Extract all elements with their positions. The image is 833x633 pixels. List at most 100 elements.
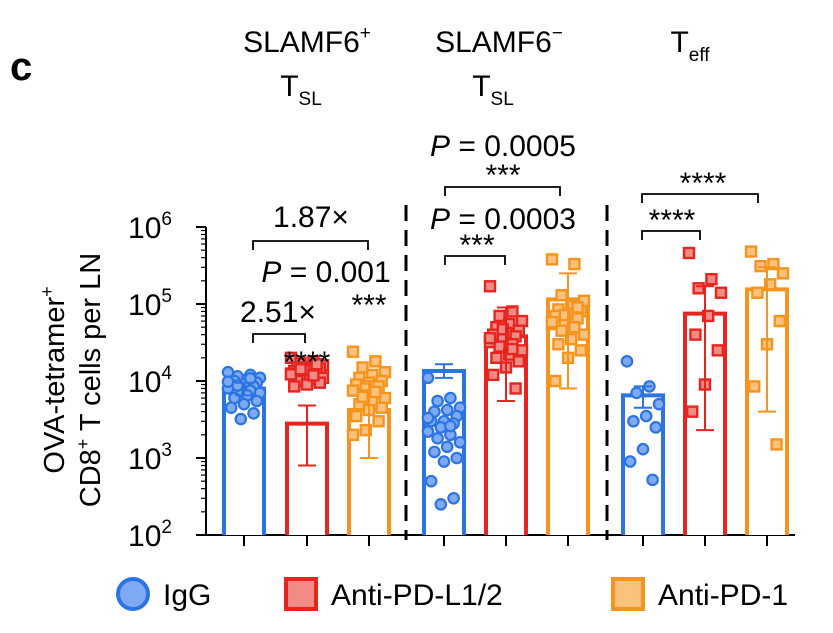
y-axis-ticks: 102 103 104 105 106 [128, 209, 206, 553]
point-antipd1-g1 [577, 328, 591, 341]
point-antipd1-g2 [767, 257, 780, 271]
point-antipd1-g0 [346, 428, 360, 442]
point-igg-g1 [421, 371, 435, 385]
point-igg-g2 [646, 473, 659, 487]
point-igg-g1 [428, 445, 441, 459]
point-antipdl12-g1 [506, 342, 519, 356]
bracket-g2-igg-pdl1 [444, 255, 506, 265]
group-header-0-line2: TSL [280, 70, 322, 110]
annotation-g2-pval-top: P = 0.0005 [430, 130, 576, 163]
point-antipdl12-g1 [493, 309, 506, 323]
point-antipdl12-g2 [689, 328, 702, 341]
y-tick-label-0: 102 [128, 517, 172, 553]
bracket-g1-igg-pd1 [252, 240, 369, 250]
annotations: 1.87× P = 0.001 *** 2.51× **** P = 0.000… [240, 130, 727, 379]
point-antipd1-g1 [555, 324, 568, 337]
bracket-g3-igg-pdl1 [641, 230, 701, 240]
point-igg-g2 [630, 386, 643, 400]
point-antipd1-g2 [754, 259, 767, 273]
y-axis-label: OVA-tetramer+ CD8+ T cells per LN [37, 253, 107, 507]
panel-label: c [10, 45, 32, 89]
bracket-g1-igg-pdl1 [252, 333, 306, 343]
point-antipd1-g1 [565, 332, 578, 346]
point-antipd1-g2 [751, 286, 764, 299]
point-antipdl12-g2 [682, 246, 696, 260]
point-igg-g1 [440, 403, 454, 417]
legend-label-2: Anti-PD-1 [658, 579, 788, 612]
point-igg-g2 [639, 409, 653, 423]
y-tick-label-3: 105 [128, 286, 172, 322]
point-antipd1-g2 [744, 245, 758, 258]
group-header-1-line2: TSL [472, 70, 514, 110]
data-points [221, 245, 790, 511]
point-antipdl12-g1 [506, 305, 519, 318]
group-headers: SLAMF6+ TSL SLAMF6− TSL Teff [243, 23, 710, 110]
annotation-g2-stars-low: *** [459, 229, 494, 262]
point-antipdl12-g0 [313, 376, 326, 389]
annotation-g3-stars-low: **** [649, 204, 696, 237]
significance-brackets [252, 186, 759, 343]
point-igg-g0 [247, 407, 260, 420]
group-header-0-line1: SLAMF6+ [243, 23, 371, 59]
point-antipdl12-g1 [483, 331, 497, 345]
point-igg-g1 [434, 498, 448, 511]
point-igg-g1 [421, 411, 435, 425]
point-antipd1-g2 [770, 438, 783, 451]
point-antipd1-g1 [545, 253, 559, 266]
annotation-g3-stars-top: **** [680, 167, 727, 200]
point-antipd1-g1 [568, 320, 581, 334]
point-igg-g2 [623, 455, 637, 468]
point-antipd1-g1 [568, 257, 581, 271]
point-antipd1-g0 [375, 401, 388, 414]
point-antipdl12-g1 [483, 280, 497, 293]
point-antipd1-g0 [369, 385, 382, 399]
point-antipdl12-g1 [509, 382, 522, 395]
point-antipd1-g1 [555, 289, 568, 302]
point-igg-g1 [421, 425, 435, 438]
point-igg-g2 [636, 442, 650, 456]
bracket-g3-igg-pd1 [641, 193, 759, 203]
annotation-g1-pval: P = 0.001 [261, 256, 390, 289]
annotation-g2-pval2: P = 0.0003 [430, 203, 576, 236]
point-igg-g0 [234, 412, 248, 426]
annotation-g1-stars-top: *** [351, 289, 386, 322]
point-antipdl12-g0 [307, 369, 320, 382]
point-igg-g1 [440, 440, 454, 454]
point-antipd1-g0 [350, 409, 363, 423]
point-antipdl12-g0 [288, 380, 301, 393]
point-igg-g1 [453, 435, 467, 449]
group-header-2-line2: Teff [670, 26, 710, 66]
x-axis-ticks [243, 535, 768, 546]
annotation-g1-ratio2: 2.51× [240, 296, 316, 329]
error-bars [235, 266, 776, 467]
y-tick-label-2: 104 [128, 363, 172, 399]
point-antipd1-g0 [359, 423, 372, 437]
point-antipdl12-g2 [705, 272, 718, 286]
point-antipd1-g1 [558, 308, 571, 322]
point-antipdl12-g1 [493, 340, 506, 353]
point-antipdl12-g0 [310, 358, 323, 371]
legend: IgG Anti-PD-L1/2 Anti-PD-1 [116, 577, 788, 612]
point-antipd1-g1 [545, 316, 559, 329]
point-igg-g2 [620, 355, 634, 368]
legend-marker-igg [116, 577, 150, 611]
bracket-g2-igg-pd1 [444, 186, 561, 196]
point-antipd1-g1 [552, 338, 565, 351]
point-antipdl12-g2 [714, 286, 728, 299]
legend-label-1: Anti-PD-L1/2 [331, 579, 503, 612]
annotation-g1-bracket: 1.87× [273, 201, 349, 234]
legend-label-0: IgG [163, 579, 211, 612]
point-antipd1-g0 [356, 390, 369, 404]
annotation-g2-stars-top: *** [485, 159, 520, 192]
point-antipdl12-g2 [711, 344, 724, 357]
point-antipd1-g0 [369, 355, 382, 368]
point-antipd1-g2 [773, 314, 786, 328]
point-antipd1-g2 [748, 380, 761, 393]
point-antipd1-g0 [372, 415, 385, 428]
point-igg-g2 [649, 421, 663, 434]
point-igg-g1 [431, 394, 444, 408]
point-igg-g1 [444, 419, 457, 433]
point-igg-g2 [627, 414, 640, 428]
point-igg-g0 [237, 397, 251, 411]
point-antipdl12-g1 [496, 323, 509, 336]
